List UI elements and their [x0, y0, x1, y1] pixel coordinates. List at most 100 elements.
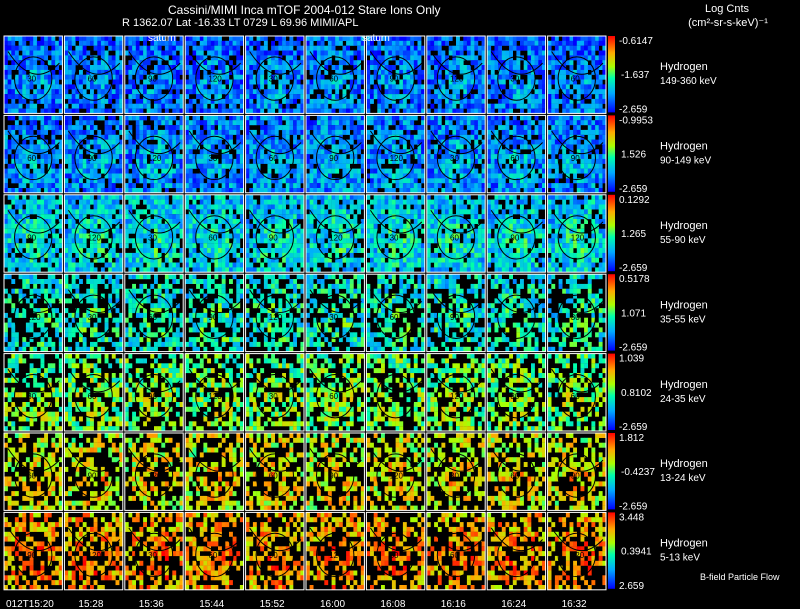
pixel-bin — [463, 188, 468, 193]
pixel-bin — [335, 69, 340, 75]
pixel-bin — [188, 154, 193, 160]
pixel-bin — [584, 103, 588, 109]
pixel-bin — [143, 45, 147, 51]
pixel-bin — [595, 65, 599, 70]
pixel-bin — [598, 84, 603, 90]
pixel-bin — [51, 50, 56, 56]
pixel-bin — [232, 163, 237, 169]
pixel-bin — [36, 199, 41, 205]
pixel-bin — [124, 120, 129, 126]
pixel-bin — [598, 36, 603, 41]
pixel-bin — [293, 168, 297, 174]
pixel-bin — [558, 115, 563, 121]
pixel-bin — [490, 173, 495, 179]
pixel-bin — [501, 69, 506, 75]
pixel-bin — [139, 103, 144, 109]
pixel-bin — [402, 45, 407, 51]
pixel-bin — [267, 98, 272, 104]
pixel-bin — [124, 129, 129, 135]
pixel-bin — [115, 84, 120, 90]
pixel-bin — [349, 89, 354, 95]
pixel-bin — [58, 168, 63, 174]
pixel-bin — [75, 214, 80, 220]
pixel-bin — [576, 154, 581, 160]
pixel-bin — [75, 178, 80, 184]
pixel-bin — [11, 214, 16, 220]
pixel-bin — [474, 158, 479, 164]
pixel-bin — [399, 173, 404, 179]
pixel-bin — [357, 50, 361, 56]
pixel-bin — [417, 40, 422, 46]
pixel-bin — [426, 183, 431, 189]
panel-frame — [305, 35, 365, 114]
pixel-bin — [289, 74, 294, 80]
pixel-bin — [210, 125, 215, 131]
pixel-bin — [36, 228, 41, 234]
pixel-bin — [108, 267, 113, 273]
pixel-bin — [531, 40, 535, 46]
pixel-bin — [353, 125, 358, 131]
pixel-bin — [445, 55, 449, 61]
pixel-bin — [598, 89, 603, 95]
pixel-bin — [124, 158, 129, 164]
pixel-bin — [338, 144, 343, 150]
pixel-bin — [75, 79, 80, 85]
pixel-bin — [115, 188, 120, 193]
pixel-bin — [565, 163, 570, 169]
pixel-bin — [100, 228, 105, 234]
pixel-bin — [366, 129, 371, 135]
pixel-bin — [179, 98, 184, 104]
pixel-bin — [357, 178, 361, 184]
pixel-bin — [413, 134, 418, 140]
pixel-bin — [490, 40, 495, 46]
pixel-bin — [384, 98, 389, 104]
pixel-bin — [154, 209, 158, 215]
pixel-bin — [391, 139, 396, 145]
pixel-bin — [172, 129, 177, 135]
pixel-bin — [188, 163, 193, 169]
pixel-bin — [108, 154, 113, 160]
pixel-bin — [558, 129, 563, 135]
pixel-bin — [554, 125, 559, 131]
pixel-bin — [569, 79, 574, 85]
pixel-bin — [11, 178, 16, 184]
pixel-bin — [229, 45, 233, 51]
pixel-bin — [505, 163, 510, 169]
pixel-bin — [335, 94, 340, 100]
pixel-bin — [413, 55, 418, 61]
pixel-bin — [196, 183, 200, 189]
pixel-bin — [300, 84, 305, 90]
pixel-bin — [602, 40, 607, 46]
pixel-bin — [591, 168, 596, 174]
pixel-bin — [188, 158, 193, 164]
pixel-bin — [282, 94, 286, 100]
pixel-bin — [456, 188, 460, 193]
pixel-bin — [172, 79, 177, 85]
pixel-bin — [143, 36, 147, 41]
pixel-bin — [7, 108, 12, 114]
pixel-bin — [342, 108, 347, 114]
pixel-bin — [402, 89, 407, 95]
pixel-bin — [68, 134, 72, 140]
pixel-bin — [68, 228, 72, 234]
pixel-bin — [373, 65, 378, 70]
pixel-bin — [324, 173, 329, 179]
pixel-bin — [71, 214, 76, 220]
pixel-bin — [391, 144, 396, 150]
pixel-bin — [175, 55, 180, 61]
pixel-bin — [68, 94, 72, 100]
pitch-angle-contour — [249, 51, 302, 75]
pixel-bin — [512, 125, 517, 131]
pixel-bin — [313, 168, 318, 174]
pixel-bin — [179, 50, 184, 56]
pixel-bin — [232, 103, 237, 109]
pixel-bin — [373, 50, 378, 56]
pixel-bin — [214, 108, 219, 114]
pitch-angle-contour — [195, 135, 234, 181]
pixel-bin — [175, 94, 180, 100]
pixel-bin — [426, 139, 431, 145]
pixel-bin — [373, 173, 378, 179]
pixel-bin — [293, 74, 297, 80]
pixel-bin — [58, 209, 63, 215]
pixel-bin — [501, 65, 506, 70]
